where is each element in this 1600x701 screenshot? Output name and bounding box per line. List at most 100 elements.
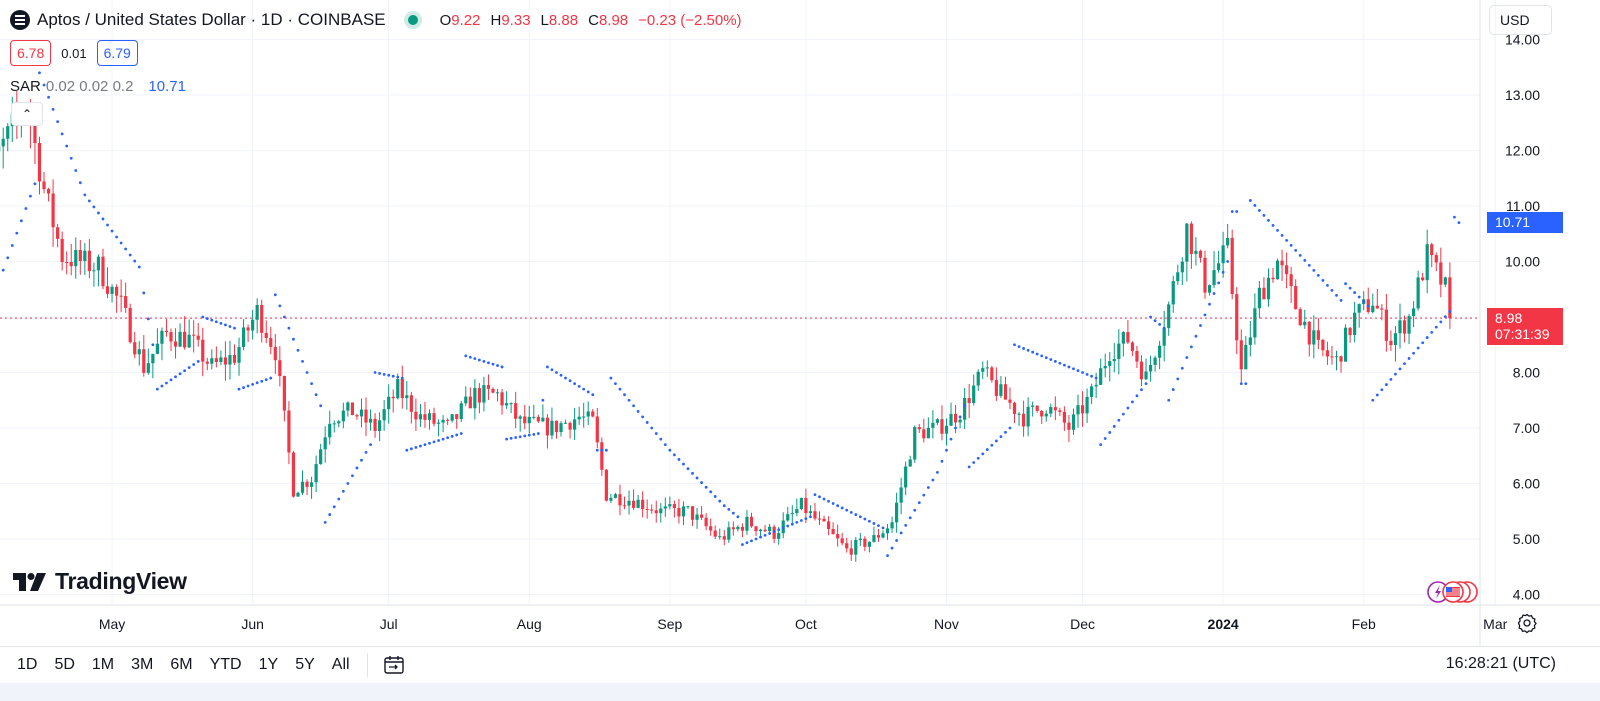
candle-body — [885, 528, 890, 534]
candle-body — [1298, 309, 1302, 326]
sar-dot — [1280, 234, 1284, 237]
candle-body — [178, 331, 182, 347]
candle-body — [387, 396, 391, 410]
candle-body — [931, 422, 935, 428]
sar-dot — [1171, 388, 1175, 391]
sar-dot — [691, 471, 694, 475]
sar-dot — [119, 241, 123, 245]
candle-body — [1316, 330, 1320, 340]
sar-dot — [142, 291, 146, 295]
candle-body — [672, 504, 676, 509]
candle-body — [142, 349, 146, 373]
candle-body — [577, 416, 581, 420]
price-chart[interactable]: 4.005.006.007.008.009.0010.0011.0012.001… — [0, 0, 1600, 646]
sar-dot — [1303, 258, 1307, 262]
sar-dot — [19, 219, 23, 223]
sar-dot — [1212, 292, 1216, 295]
sell-price-button[interactable]: 6.78 — [10, 40, 52, 66]
sar-dot — [314, 393, 318, 397]
market-status-dot[interactable] — [407, 15, 418, 25]
candle-body — [1253, 308, 1257, 338]
candle-body — [1239, 340, 1243, 370]
sar-dot — [255, 381, 259, 385]
sar-dot — [713, 495, 717, 498]
range-6m-button[interactable]: 6M — [170, 655, 193, 673]
candle-body — [908, 459, 912, 467]
utc-clock[interactable]: 16:28:21 (UTC) — [1445, 655, 1556, 672]
candle-body — [33, 125, 37, 144]
candle-body — [1402, 320, 1407, 334]
candle-body — [831, 529, 835, 535]
range-5d-button[interactable]: 5D — [54, 655, 75, 673]
candle-body — [418, 414, 423, 420]
candle-body — [963, 398, 967, 420]
indicator-legend[interactable]: SAR 0.02 0.02 0.2 10.71 — [10, 78, 186, 95]
candle-body — [1071, 414, 1076, 430]
sar-dot — [1022, 347, 1025, 350]
sar-dot — [945, 448, 948, 452]
candle-body — [972, 385, 976, 404]
candle-body — [214, 358, 218, 362]
price-axis-label: 12.00 — [1505, 143, 1540, 159]
candle-body — [940, 419, 944, 434]
candle-body — [477, 388, 481, 403]
candle-body — [355, 415, 359, 417]
candle-body — [523, 416, 527, 424]
settings-icon[interactable] — [1516, 612, 1538, 634]
sar-dot — [1226, 260, 1230, 263]
candle-body — [586, 411, 590, 417]
sar-dot — [160, 384, 164, 388]
candle-body — [65, 262, 69, 264]
sar-dot — [1090, 374, 1094, 378]
sar-dot — [1203, 313, 1207, 317]
sar-dot — [804, 517, 808, 521]
buy-price-button[interactable]: 6.79 — [96, 40, 138, 66]
sar-dot — [722, 504, 726, 508]
symbol-title[interactable]: Aptos / United States Dollar · 1D · COIN… — [37, 10, 386, 29]
range-1d-button[interactable]: 1D — [17, 655, 38, 673]
range-5y-button[interactable]: 5Y — [295, 655, 315, 673]
sar-dot — [10, 244, 14, 247]
sar-dot — [981, 452, 985, 456]
candle-body — [6, 126, 10, 139]
sar-dot — [1258, 209, 1261, 212]
range-all-button[interactable]: All — [331, 655, 350, 673]
sar-dot — [29, 194, 32, 198]
candle-body — [359, 409, 364, 417]
candle-body — [514, 403, 518, 419]
candle-body — [446, 419, 450, 421]
currency-select[interactable]: USD — [1489, 5, 1552, 35]
candle-body — [745, 516, 749, 531]
sar-dot — [1294, 249, 1298, 252]
candle-body — [858, 538, 862, 540]
symbol-header[interactable]: Aptos / United States Dollar · 1D · COIN… — [10, 8, 742, 32]
candle-body — [441, 419, 445, 423]
range-3m-button[interactable]: 3M — [131, 655, 154, 673]
time-axis-label: Mar — [1483, 616, 1507, 632]
sar-dot — [813, 493, 817, 496]
sar-dot — [264, 378, 268, 382]
last-price-tag: 8.98 07:31:39 — [1487, 308, 1563, 345]
range-ytd-button[interactable]: YTD — [209, 655, 242, 673]
candle-body — [568, 422, 572, 430]
candle-body — [1198, 250, 1203, 258]
sar-dot — [645, 421, 649, 424]
sar-dot — [1321, 278, 1325, 282]
sar-dot — [790, 522, 794, 526]
tradingview-logo[interactable]: TradingView — [13, 568, 187, 595]
range-1y-button[interactable]: 1Y — [258, 655, 279, 673]
date-range-icon[interactable] — [382, 653, 406, 677]
candle-body — [92, 270, 96, 272]
sar-dot — [872, 522, 876, 525]
sar-dot — [1430, 330, 1434, 334]
events-icon[interactable] — [1427, 580, 1479, 604]
sar-dot — [24, 207, 28, 210]
sar-dot — [840, 506, 844, 510]
sar-dot — [1103, 437, 1107, 440]
sar-dot — [559, 373, 563, 377]
collapse-legend-button[interactable]: ⌃ — [11, 102, 43, 126]
range-1m-button[interactable]: 1M — [91, 655, 115, 673]
sar-dot — [287, 326, 291, 330]
sar-dot — [1262, 214, 1266, 217]
sar-dot — [1049, 358, 1053, 361]
